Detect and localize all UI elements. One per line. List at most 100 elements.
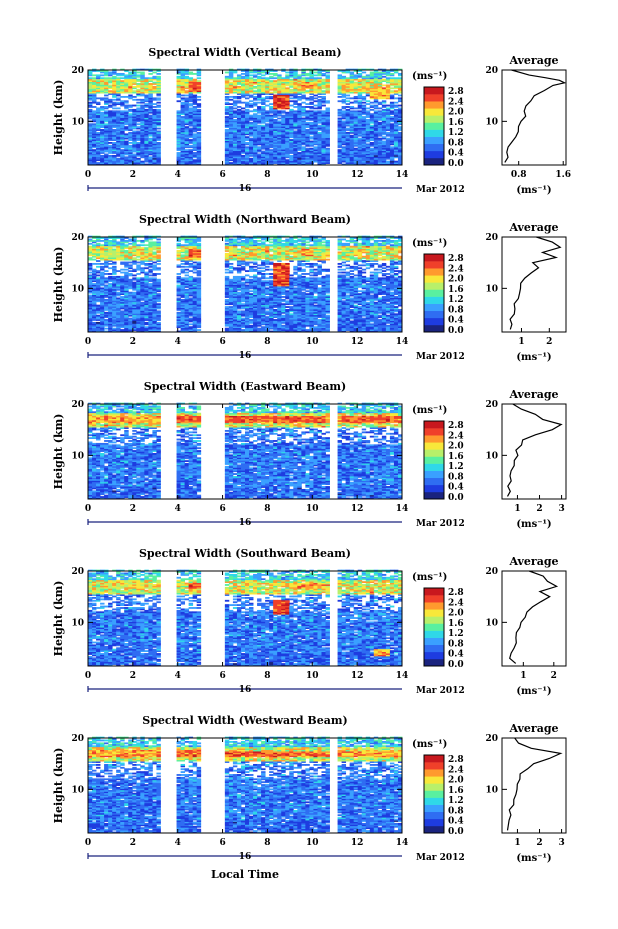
heatmap-cell <box>188 72 194 75</box>
heatmap-cell <box>301 101 306 104</box>
heatmap-cell <box>112 87 117 90</box>
heatmap-cell <box>373 118 379 121</box>
heatmap-cell <box>313 116 318 118</box>
heatmap-cell <box>297 113 302 116</box>
heatmap-cell <box>285 77 290 80</box>
heatmap-cell <box>136 98 141 101</box>
heatmap-cell <box>104 85 109 88</box>
heatmap-cell <box>240 77 246 80</box>
heatmap-cell <box>325 134 330 137</box>
heatmap-cell <box>228 127 234 130</box>
heatmap-cell <box>140 123 145 126</box>
heatmap-cell <box>301 106 306 108</box>
heatmap-cell <box>353 81 359 84</box>
heatmap-cell <box>188 130 194 133</box>
heatmap-cell <box>357 70 363 72</box>
heatmap-cell <box>273 80 278 83</box>
heatmap-cell <box>92 163 97 166</box>
heatmap-cell <box>192 113 198 116</box>
heatmap-cell <box>116 83 121 85</box>
heatmap-cell <box>116 143 121 146</box>
heatmap-cell <box>224 124 230 127</box>
heatmap-cell <box>325 141 330 144</box>
heatmap-cell <box>249 152 254 154</box>
heatmap-cell <box>120 268 125 271</box>
heatmap-cell <box>265 84 270 87</box>
heatmap-cell <box>156 310 161 313</box>
heatmap-cell <box>136 157 141 160</box>
heatmap-cell <box>124 95 129 98</box>
heatmap-cell <box>132 154 137 157</box>
heatmap-cell <box>309 144 314 147</box>
heatmap-cell <box>373 162 379 164</box>
heatmap-cell <box>293 72 298 75</box>
heatmap-cell <box>337 159 343 162</box>
heatmap-cell <box>305 91 310 94</box>
heatmap-cell <box>245 129 250 131</box>
heatmap-cell <box>152 141 157 144</box>
heatmap-cell <box>88 139 93 141</box>
heatmap-cell <box>92 141 97 144</box>
heatmap-cell <box>317 84 322 87</box>
heatmap-cell <box>257 130 262 133</box>
heatmap-cell <box>152 88 157 91</box>
heatmap-cell <box>192 72 198 75</box>
heatmap-cell <box>273 107 278 110</box>
heatmap-cell <box>88 123 93 126</box>
heatmap-cell <box>357 72 363 75</box>
heatmap-cell <box>156 136 161 139</box>
heatmap-cell <box>236 150 242 153</box>
heatmap-cell <box>317 157 322 160</box>
heatmap-cell <box>309 74 314 77</box>
heatmap-cell <box>140 247 145 250</box>
heatmap-cell <box>365 87 371 90</box>
heatmap-cell <box>104 94 109 97</box>
heatmap-cell <box>373 150 379 153</box>
heatmap-cell <box>305 103 310 106</box>
heatmap-cell <box>140 77 145 80</box>
heatmap-cell <box>269 91 274 94</box>
heatmap-cell <box>249 81 254 84</box>
heatmap-cell <box>224 152 230 154</box>
heatmap-cell <box>357 129 363 131</box>
heatmap-cell <box>369 75 375 78</box>
heatmap-cell <box>116 72 121 75</box>
heatmap-cell <box>361 130 367 133</box>
heatmap-cell <box>88 274 93 277</box>
heatmap-cell <box>144 84 149 87</box>
heatmap-cell <box>136 88 141 91</box>
heatmap-cell <box>156 114 161 117</box>
heatmap-cell <box>192 124 198 127</box>
heatmap-cell <box>108 147 113 150</box>
heatmap-cell <box>124 85 129 88</box>
heatmap-cell <box>240 123 246 126</box>
heatmap-cell <box>269 159 274 162</box>
heatmap-cell <box>321 114 326 117</box>
heatmap-cell <box>96 111 101 114</box>
heatmap-cell <box>240 88 246 91</box>
heatmap-cell <box>281 146 286 149</box>
heatmap-cell <box>337 156 343 159</box>
heatmap-cell <box>180 111 186 114</box>
heatmap-cell <box>325 153 330 156</box>
heatmap-cell <box>285 146 290 149</box>
heatmap-cell <box>128 91 133 94</box>
heatmap-cell <box>92 153 97 156</box>
heatmap-cell <box>309 156 314 159</box>
heatmap-cell <box>148 141 153 144</box>
heatmap-cell <box>313 140 318 143</box>
heatmap-cell <box>188 123 194 126</box>
heatmap-cell <box>313 153 318 156</box>
heatmap-cell <box>136 258 141 261</box>
heatmap-cell <box>188 156 194 159</box>
heatmap-cell <box>140 85 145 88</box>
heatmap-cell <box>148 78 153 81</box>
heatmap-cell <box>249 106 254 108</box>
heatmap-cell <box>281 134 286 137</box>
heatmap-cell <box>281 70 286 72</box>
heatmap-cell <box>120 131 125 134</box>
heatmap-cell <box>88 97 93 100</box>
heatmap-cell <box>321 144 326 147</box>
heatmap-cell <box>365 100 371 103</box>
heatmap-cell <box>269 120 274 123</box>
